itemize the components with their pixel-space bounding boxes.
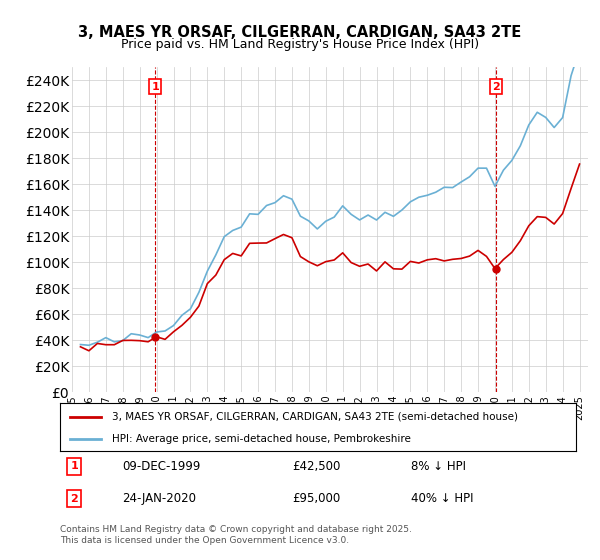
- Text: 2: 2: [70, 494, 78, 503]
- Text: 1: 1: [151, 82, 159, 92]
- Text: 09-DEC-1999: 09-DEC-1999: [122, 460, 200, 473]
- Text: HPI: Average price, semi-detached house, Pembrokeshire: HPI: Average price, semi-detached house,…: [112, 434, 410, 444]
- Text: Contains HM Land Registry data © Crown copyright and database right 2025.
This d: Contains HM Land Registry data © Crown c…: [60, 525, 412, 545]
- Text: 3, MAES YR ORSAF, CILGERRAN, CARDIGAN, SA43 2TE: 3, MAES YR ORSAF, CILGERRAN, CARDIGAN, S…: [79, 25, 521, 40]
- Text: 40% ↓ HPI: 40% ↓ HPI: [411, 492, 473, 505]
- Text: 2: 2: [492, 82, 500, 92]
- Text: £95,000: £95,000: [292, 492, 340, 505]
- Text: 8% ↓ HPI: 8% ↓ HPI: [411, 460, 466, 473]
- Text: £42,500: £42,500: [292, 460, 341, 473]
- Text: 24-JAN-2020: 24-JAN-2020: [122, 492, 196, 505]
- Text: 3, MAES YR ORSAF, CILGERRAN, CARDIGAN, SA43 2TE (semi-detached house): 3, MAES YR ORSAF, CILGERRAN, CARDIGAN, S…: [112, 412, 518, 422]
- Text: Price paid vs. HM Land Registry's House Price Index (HPI): Price paid vs. HM Land Registry's House …: [121, 38, 479, 51]
- Text: 1: 1: [70, 461, 78, 472]
